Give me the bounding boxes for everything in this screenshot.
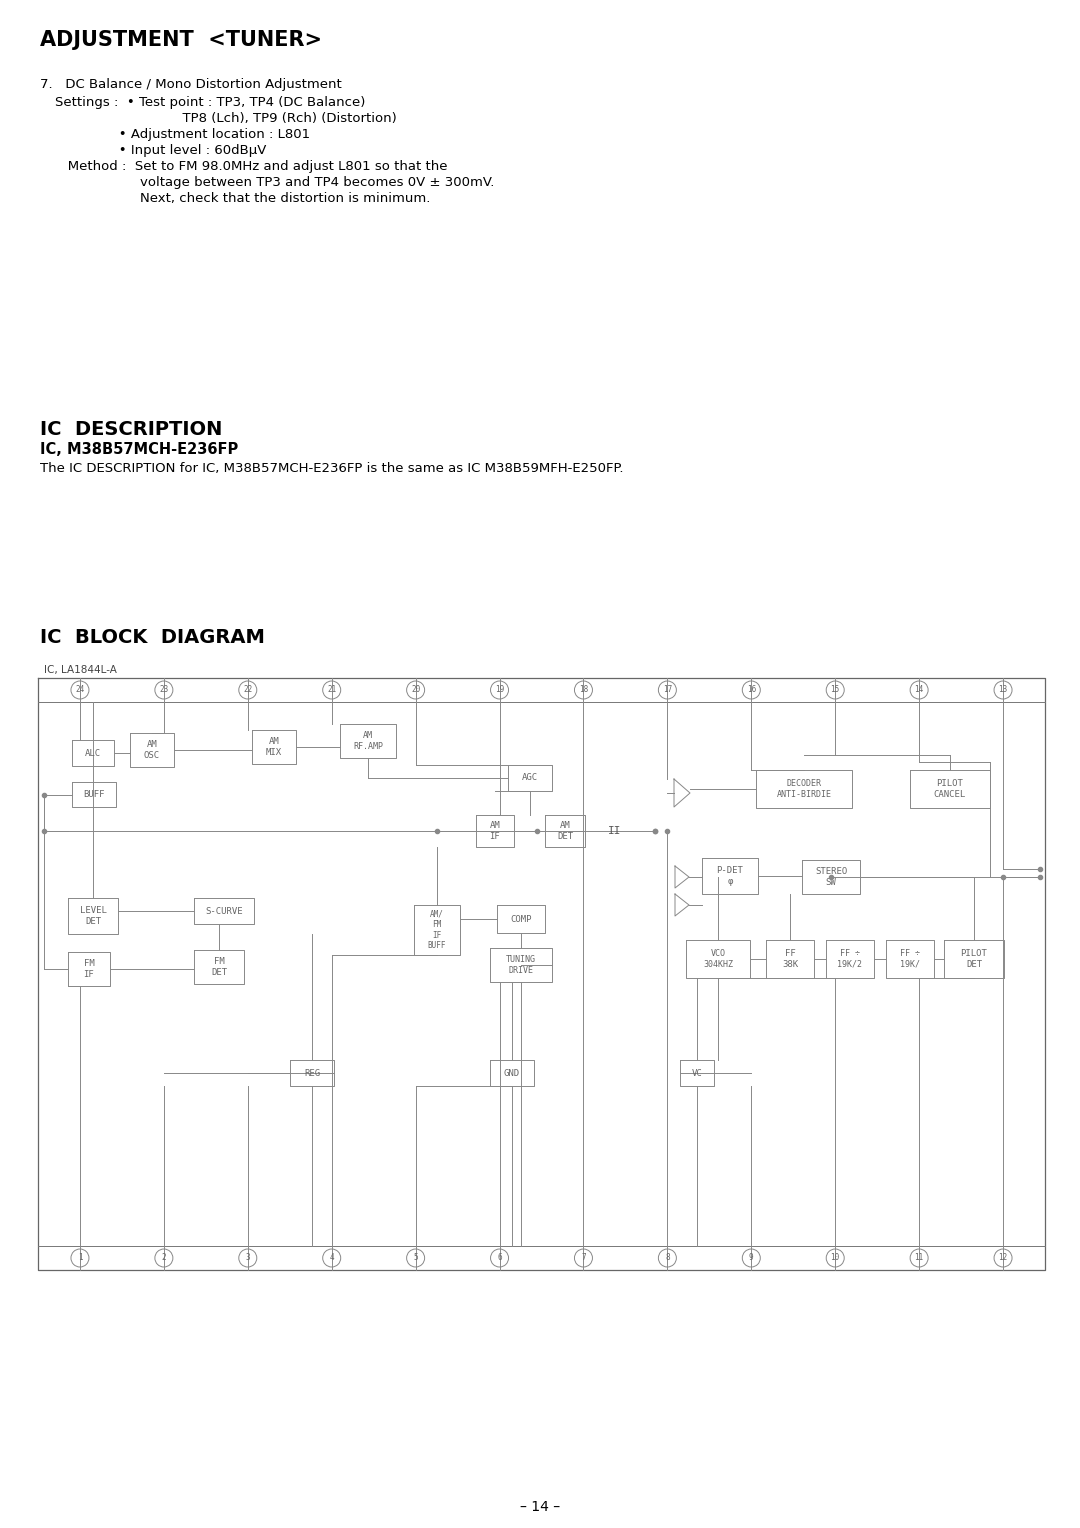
Text: TUNING
DRIVE: TUNING DRIVE <box>507 955 536 975</box>
Text: AM
DET: AM DET <box>557 821 573 840</box>
Text: 7.   DC Balance / Mono Distortion Adjustment: 7. DC Balance / Mono Distortion Adjustme… <box>40 78 341 92</box>
Text: ALC: ALC <box>85 749 102 758</box>
Text: 3: 3 <box>245 1253 251 1262</box>
Text: VC: VC <box>691 1068 702 1077</box>
Text: 12: 12 <box>998 1253 1008 1262</box>
Text: • Input level : 60dBμV: • Input level : 60dBμV <box>55 144 267 157</box>
Text: GND: GND <box>504 1068 521 1077</box>
Text: FF ÷
19K/: FF ÷ 19K/ <box>900 949 920 969</box>
Text: voltage between TP3 and TP4 becomes 0V ± 300mV.: voltage between TP3 and TP4 becomes 0V ±… <box>55 176 495 189</box>
Text: AM
MIX: AM MIX <box>266 738 282 756</box>
Text: FF ÷
19K/2: FF ÷ 19K/2 <box>837 949 863 969</box>
Text: 21: 21 <box>327 686 336 695</box>
Text: PILOT
CANCEL: PILOT CANCEL <box>934 779 967 799</box>
Text: 17: 17 <box>663 686 672 695</box>
Text: LEVEL
DET: LEVEL DET <box>80 906 107 926</box>
Text: Settings :  • Test point : TP3, TP4 (DC Balance): Settings : • Test point : TP3, TP4 (DC B… <box>55 96 365 108</box>
Text: 8: 8 <box>665 1253 670 1262</box>
Text: FF
38K: FF 38K <box>782 949 798 969</box>
Text: TP8 (Lch), TP9 (Rch) (Distortion): TP8 (Lch), TP9 (Rch) (Distortion) <box>55 112 396 125</box>
Text: AM/
FM
IF
BUFF: AM/ FM IF BUFF <box>428 909 446 950</box>
Text: 11: 11 <box>915 1253 923 1262</box>
Text: 23: 23 <box>159 686 168 695</box>
Text: 24: 24 <box>76 686 84 695</box>
Text: AM
OSC: AM OSC <box>144 740 160 759</box>
Text: AM
IF: AM IF <box>489 821 500 840</box>
Text: AGC: AGC <box>522 773 538 782</box>
Text: 5: 5 <box>414 1253 418 1262</box>
Text: 10: 10 <box>831 1253 840 1262</box>
Text: REG: REG <box>303 1068 320 1077</box>
Text: 19: 19 <box>495 686 504 695</box>
Text: 2: 2 <box>162 1253 166 1262</box>
Text: 13: 13 <box>998 686 1008 695</box>
Text: VCO
304KHZ: VCO 304KHZ <box>703 949 733 969</box>
Text: STEREO
SW: STEREO SW <box>815 868 847 886</box>
Text: 9: 9 <box>748 1253 754 1262</box>
Text: AM
RF.AMP: AM RF.AMP <box>353 732 383 750</box>
Text: 4: 4 <box>329 1253 334 1262</box>
Text: Next, check that the distortion is minimum.: Next, check that the distortion is minim… <box>55 193 430 205</box>
Text: IC  DESCRIPTION: IC DESCRIPTION <box>40 420 222 439</box>
Text: PILOT
DET: PILOT DET <box>960 949 987 969</box>
Text: 14: 14 <box>915 686 923 695</box>
Text: IC  BLOCK  DIAGRAM: IC BLOCK DIAGRAM <box>40 628 265 646</box>
Text: 16: 16 <box>746 686 756 695</box>
Text: IC, M38B57MCH-E236FP: IC, M38B57MCH-E236FP <box>40 442 239 457</box>
Text: COMP: COMP <box>510 914 531 923</box>
Text: • Adjustment location : L801: • Adjustment location : L801 <box>55 128 310 141</box>
Text: 1: 1 <box>78 1253 82 1262</box>
Text: – 14 –: – 14 – <box>519 1500 561 1514</box>
Text: P-DET
φ: P-DET φ <box>716 866 743 886</box>
Text: S-CURVE: S-CURVE <box>205 906 243 915</box>
Text: FM
IF: FM IF <box>83 960 94 979</box>
Text: 20: 20 <box>411 686 420 695</box>
Text: DECODER
ANTI-BIRDIE: DECODER ANTI-BIRDIE <box>777 779 832 799</box>
Text: 18: 18 <box>579 686 589 695</box>
Text: FM
DET: FM DET <box>211 958 227 976</box>
Text: ADJUSTMENT  <TUNER>: ADJUSTMENT <TUNER> <box>40 31 322 50</box>
Text: 7: 7 <box>581 1253 585 1262</box>
Text: 15: 15 <box>831 686 840 695</box>
Text: II: II <box>608 827 622 836</box>
Text: BUFF: BUFF <box>83 790 105 799</box>
Text: Method :  Set to FM 98.0MHz and adjust L801 so that the: Method : Set to FM 98.0MHz and adjust L8… <box>55 160 447 173</box>
Text: 22: 22 <box>243 686 253 695</box>
Text: The IC DESCRIPTION for IC, M38B57MCH-E236FP is the same as IC M38B59MFH-E250FP.: The IC DESCRIPTION for IC, M38B57MCH-E23… <box>40 461 623 475</box>
Text: 6: 6 <box>497 1253 502 1262</box>
Text: IC, LA1844L-A: IC, LA1844L-A <box>44 665 117 675</box>
